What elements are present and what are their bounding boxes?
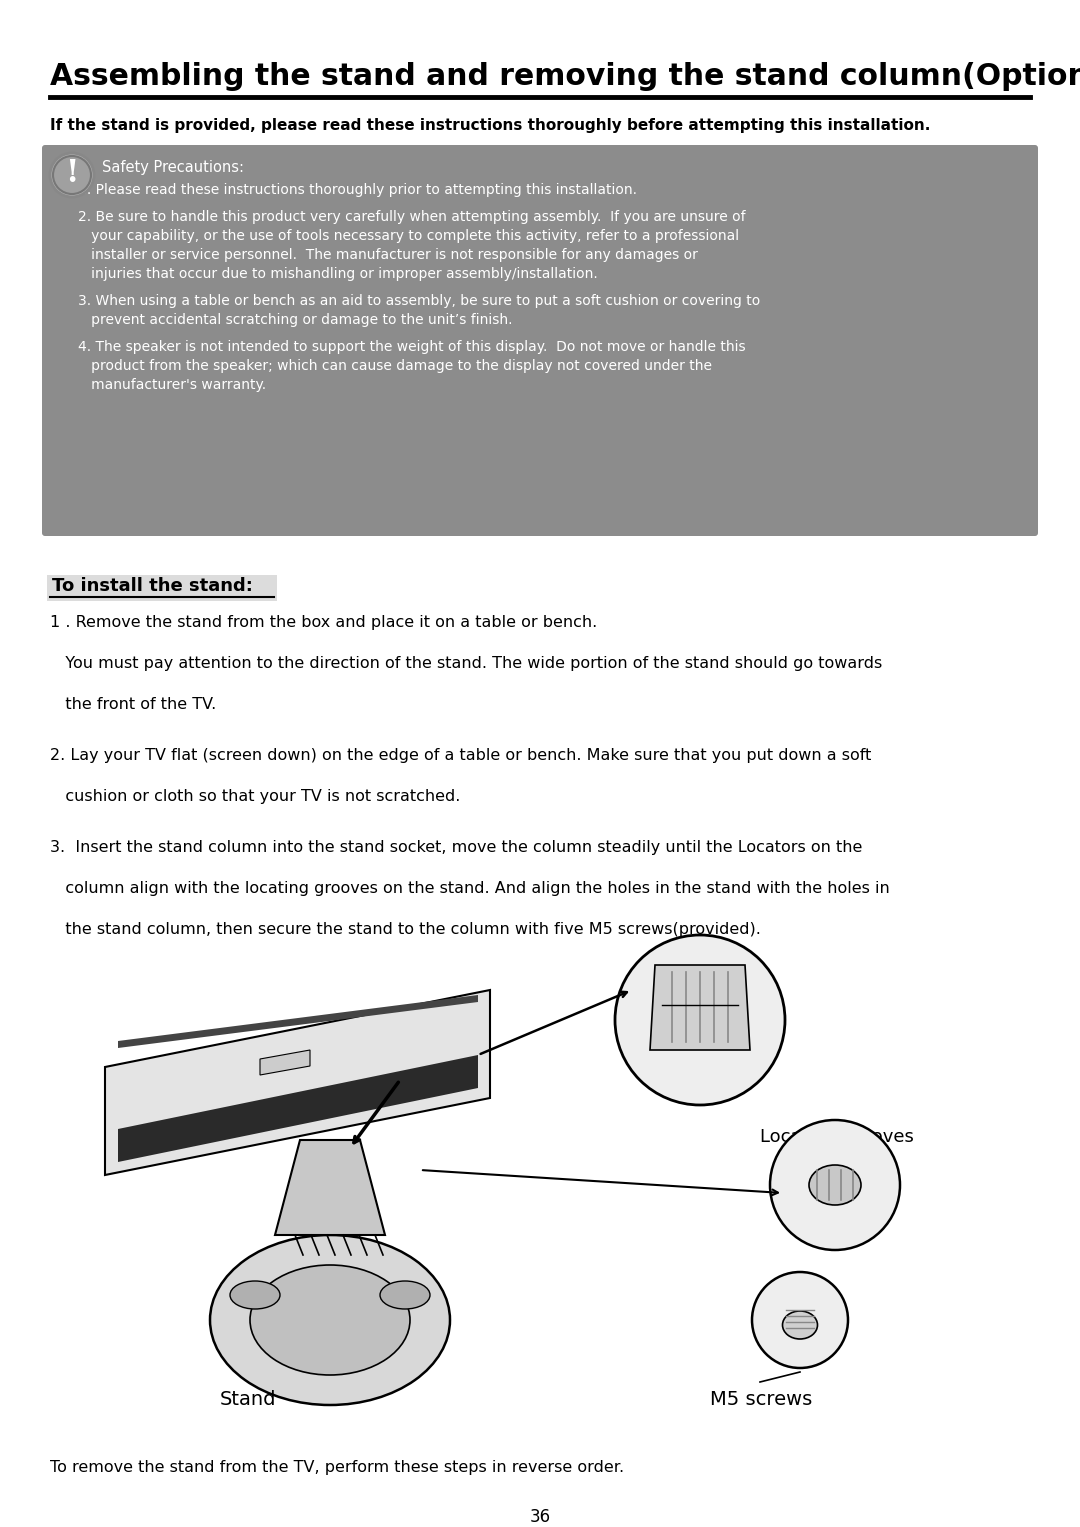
- Text: 2. Be sure to handle this product very carefully when attempting assembly.  If y: 2. Be sure to handle this product very c…: [78, 211, 745, 224]
- Ellipse shape: [210, 1235, 450, 1405]
- Ellipse shape: [783, 1312, 818, 1339]
- Text: 36: 36: [529, 1509, 551, 1525]
- Text: injuries that occur due to mishandling or improper assembly/installation.: injuries that occur due to mishandling o…: [78, 267, 597, 281]
- Ellipse shape: [809, 1165, 861, 1205]
- Polygon shape: [105, 989, 490, 1174]
- Text: product from the speaker; which can cause damage to the display not covered unde: product from the speaker; which can caus…: [78, 359, 712, 373]
- Text: M5 screws: M5 screws: [710, 1390, 812, 1409]
- Text: prevent accidental scratching or damage to the unit’s finish.: prevent accidental scratching or damage …: [78, 313, 513, 327]
- Text: Locating grooves: Locating grooves: [760, 1128, 914, 1145]
- Text: Stand: Stand: [220, 1390, 276, 1409]
- Ellipse shape: [249, 1264, 410, 1374]
- Circle shape: [770, 1119, 900, 1251]
- Text: the front of the TV.: the front of the TV.: [50, 696, 216, 712]
- Text: 1. Please read these instructions thoroughly prior to attempting this installati: 1. Please read these instructions thorou…: [78, 183, 637, 197]
- Polygon shape: [118, 996, 478, 1048]
- FancyBboxPatch shape: [48, 576, 276, 602]
- Text: Locators: Locators: [660, 942, 737, 960]
- Text: column align with the locating grooves on the stand. And align the holes in the : column align with the locating grooves o…: [50, 881, 890, 896]
- Circle shape: [752, 1272, 848, 1368]
- FancyBboxPatch shape: [42, 145, 1038, 536]
- Circle shape: [615, 935, 785, 1106]
- Polygon shape: [650, 965, 750, 1051]
- Ellipse shape: [230, 1281, 280, 1309]
- Text: 4. The speaker is not intended to support the weight of this display.  Do not mo: 4. The speaker is not intended to suppor…: [78, 341, 745, 354]
- Ellipse shape: [380, 1281, 430, 1309]
- Circle shape: [50, 153, 94, 197]
- Text: 1 . Remove the stand from the box and place it on a table or bench.: 1 . Remove the stand from the box and pl…: [50, 615, 597, 631]
- Text: your capability, or the use of tools necessary to complete this activity, refer : your capability, or the use of tools nec…: [78, 229, 739, 243]
- Text: manufacturer's warranty.: manufacturer's warranty.: [78, 379, 266, 392]
- Text: To install the stand:: To install the stand:: [52, 577, 253, 596]
- Polygon shape: [118, 1055, 478, 1162]
- Polygon shape: [260, 1051, 310, 1075]
- Text: You must pay attention to the direction of the stand. The wide portion of the st: You must pay attention to the direction …: [50, 657, 882, 670]
- Text: 3. When using a table or bench as an aid to assembly, be sure to put a soft cush: 3. When using a table or bench as an aid…: [78, 295, 760, 308]
- Text: 3.  Insert the stand column into the stand socket, move the column steadily unti: 3. Insert the stand column into the stan…: [50, 840, 862, 855]
- Text: cushion or cloth so that your TV is not scratched.: cushion or cloth so that your TV is not …: [50, 789, 460, 805]
- Text: the stand column, then secure the stand to the column with five M5 screws(provid: the stand column, then secure the stand …: [50, 922, 761, 938]
- Text: Assembling the stand and removing the stand column(Option): Assembling the stand and removing the st…: [50, 63, 1080, 92]
- Circle shape: [53, 156, 91, 194]
- Polygon shape: [275, 1141, 384, 1235]
- Text: !: !: [65, 157, 79, 188]
- Text: To remove the stand from the TV, perform these steps in reverse order.: To remove the stand from the TV, perform…: [50, 1460, 624, 1475]
- Text: 2. Lay your TV flat (screen down) on the edge of a table or bench. Make sure tha: 2. Lay your TV flat (screen down) on the…: [50, 748, 872, 764]
- Text: If the stand is provided, please read these instructions thoroughly before attem: If the stand is provided, please read th…: [50, 118, 930, 133]
- Text: installer or service personnel.  The manufacturer is not responsible for any dam: installer or service personnel. The manu…: [78, 247, 698, 263]
- Text: Safety Precautions:: Safety Precautions:: [102, 160, 244, 176]
